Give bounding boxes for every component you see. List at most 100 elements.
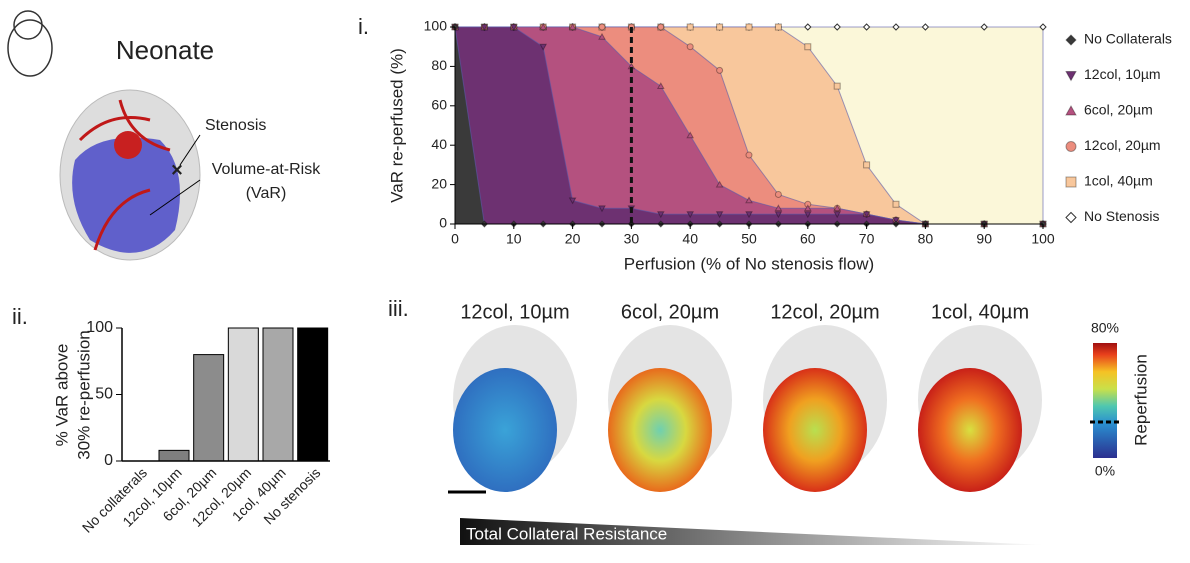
point xyxy=(598,205,606,213)
point xyxy=(892,23,900,31)
point xyxy=(686,23,694,31)
panel-label: i. xyxy=(358,14,369,39)
point xyxy=(509,24,518,32)
x-tick-label: 20 xyxy=(565,231,581,247)
point xyxy=(480,24,489,32)
y-tick-label: 20 xyxy=(431,175,447,191)
annotation: Stenosis xyxy=(205,117,266,134)
y-tick-label: 0 xyxy=(439,215,447,231)
point xyxy=(833,204,842,212)
colorbar-title: Reperfusion xyxy=(1131,354,1150,446)
x-tick-label: 60 xyxy=(800,231,816,247)
bar xyxy=(262,327,294,462)
point xyxy=(862,211,871,219)
panel-title: Neonate xyxy=(116,35,214,65)
x-tick-label: 80 xyxy=(918,231,934,247)
x-tick-label: 50 xyxy=(741,231,757,247)
point xyxy=(892,200,900,208)
point xyxy=(539,22,548,30)
point xyxy=(598,32,606,40)
heart-model: × xyxy=(59,89,201,261)
x-tick-label: 30 xyxy=(624,231,640,247)
colorbar-label: 0% xyxy=(1095,463,1115,479)
neonate-icon xyxy=(7,10,53,77)
point xyxy=(686,131,695,139)
resistance-label: Total Collateral Resistance xyxy=(466,524,667,543)
point xyxy=(863,161,871,169)
annotation: (VaR) xyxy=(246,185,287,202)
point xyxy=(657,23,665,31)
point xyxy=(598,23,606,31)
y-tick-label: 40 xyxy=(431,136,447,152)
y-tick-label: 100 xyxy=(424,18,448,34)
y-axis-title: % VaR above xyxy=(52,344,71,447)
legend-symbol xyxy=(1065,141,1077,152)
panel-label: ii. xyxy=(12,304,28,329)
x-tick-label: 70 xyxy=(859,231,875,247)
point xyxy=(568,197,577,205)
heart-label: 12col, 20µm xyxy=(770,301,879,323)
point xyxy=(803,211,812,219)
legend-label: 6col, 20µm xyxy=(1084,102,1153,118)
annotation: Volume-at-Risk xyxy=(212,161,321,178)
legend-label: 12col, 20µm xyxy=(1084,137,1161,153)
legend-label: 1col, 40µm xyxy=(1084,173,1153,189)
x-tick-label: 100 xyxy=(1031,231,1055,247)
colorbar-label: 80% xyxy=(1091,320,1119,336)
heart-maps xyxy=(448,325,1120,545)
point xyxy=(833,82,841,90)
point xyxy=(804,23,812,31)
point xyxy=(803,204,812,212)
heart-label: 1col, 40µm xyxy=(931,301,1029,323)
legend-label: No Collaterals xyxy=(1084,31,1172,47)
point xyxy=(774,211,783,219)
x-tick-label: 0 xyxy=(451,231,459,247)
y-tick-label: 100 xyxy=(86,319,113,336)
point xyxy=(745,211,753,219)
point xyxy=(716,66,724,74)
legend-symbol xyxy=(1065,104,1077,116)
point xyxy=(1039,23,1047,31)
svg-text:×: × xyxy=(171,159,183,181)
legend-label: 12col, 10µm xyxy=(1084,66,1161,82)
point xyxy=(892,217,900,225)
point xyxy=(804,43,812,51)
heart-label: 12col, 10µm xyxy=(460,301,569,323)
point xyxy=(745,196,753,204)
point xyxy=(539,43,548,51)
y-tick-label: 0 xyxy=(104,452,113,469)
point xyxy=(833,23,841,31)
point xyxy=(980,23,988,31)
point xyxy=(745,151,753,159)
point xyxy=(804,200,812,208)
x-axis-title: Perfusion (% of No stenosis flow) xyxy=(624,254,874,273)
heart-label: 6col, 20µm xyxy=(621,301,719,323)
point xyxy=(686,211,695,219)
y-axis-title: VaR re-perfused (%) xyxy=(387,48,406,203)
y-tick-label: 80 xyxy=(431,57,447,73)
point xyxy=(656,211,665,219)
x-tick-label: 40 xyxy=(682,231,698,247)
point xyxy=(833,211,842,219)
bar xyxy=(297,327,329,462)
bar xyxy=(158,449,190,462)
legend-symbol xyxy=(1065,211,1077,224)
point xyxy=(774,204,783,212)
point xyxy=(745,23,753,31)
legend-symbol xyxy=(1065,176,1077,188)
point xyxy=(656,82,665,89)
legend-symbol xyxy=(1065,71,1077,82)
bar xyxy=(193,354,225,462)
y-tick-label: 60 xyxy=(431,97,447,113)
point xyxy=(921,23,930,31)
point xyxy=(862,23,871,31)
point xyxy=(686,43,694,51)
x-tick-label: 10 xyxy=(506,231,522,247)
legend-label: No Stenosis xyxy=(1084,208,1159,224)
x-tick-label: 90 xyxy=(976,231,992,247)
point xyxy=(715,211,724,219)
legend-symbol xyxy=(1065,34,1077,46)
point xyxy=(774,23,782,31)
panel-label: iii. xyxy=(388,296,409,321)
